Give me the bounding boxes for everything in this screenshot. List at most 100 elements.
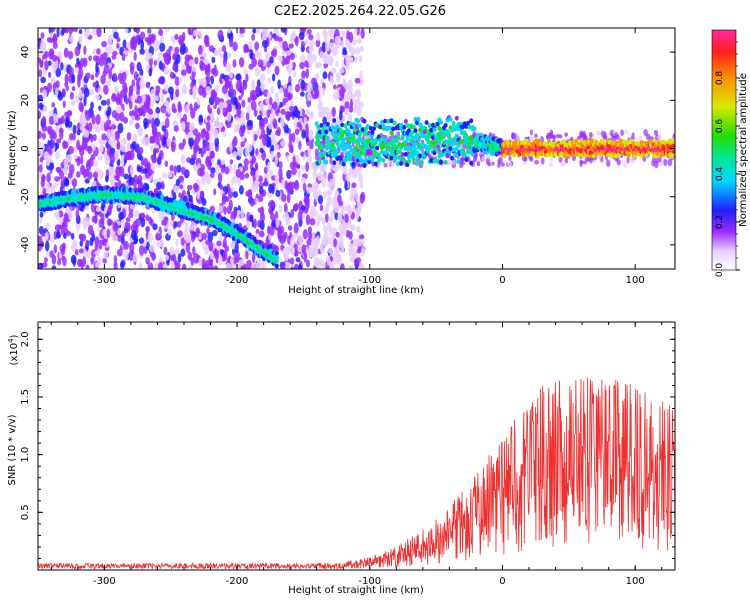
spectrogram-noise-cell xyxy=(43,105,48,112)
spectrogram-noise-cell xyxy=(208,107,213,115)
spectrogram-noise-cell xyxy=(120,156,125,166)
spectrogram-noise-cell xyxy=(300,177,307,184)
spectrogram-noise-cell xyxy=(193,144,199,151)
spectrogram-noise-cell xyxy=(301,70,306,80)
spectrogram-noise-cell xyxy=(78,89,83,99)
spectrogram-noise-cell xyxy=(344,101,350,109)
spectrogram-noise-cell xyxy=(76,129,81,136)
spectrogram-noise-cell xyxy=(270,85,274,95)
spectrogram-noise-cell xyxy=(350,156,356,162)
spectrogram-noise-cell xyxy=(244,44,249,52)
spectrogram-noise-cell xyxy=(38,164,43,173)
spectrogram-noise-cell xyxy=(205,156,210,163)
spectrogram-noise-cell xyxy=(251,261,258,269)
spectrogram-noise-cell xyxy=(351,168,358,179)
carrier-line-cell xyxy=(319,143,324,148)
spectrogram-noise-cell xyxy=(145,214,150,222)
spectrogram-noise-cell xyxy=(229,71,233,79)
spectrogram-noise-cell xyxy=(213,64,217,74)
spectrogram-noise-cell xyxy=(152,223,158,231)
spectrogram-noise-cell xyxy=(511,133,515,139)
spectrogram-noise-cell xyxy=(259,212,266,223)
spectrogram-noise-cell xyxy=(41,175,46,182)
spectrogram-noise-cell xyxy=(193,252,199,264)
spectrogram-noise-cell xyxy=(256,114,263,121)
spectrogram-noise-cell xyxy=(283,203,288,214)
spectrogram-noise-cell xyxy=(158,60,163,71)
spectrogram-noise-cell xyxy=(137,166,143,173)
spectrogram-noise-cell xyxy=(317,102,323,110)
spectrogram-noise-cell xyxy=(138,64,143,70)
spectrogram-noise-cell xyxy=(74,95,79,104)
spectrogram-noise-cell xyxy=(196,96,200,106)
spectrogram-noise-cell xyxy=(62,100,66,108)
spectrogram-noise-cell xyxy=(271,73,276,82)
spectrogram-noise-cell xyxy=(304,197,310,206)
spectrogram-noise-cell xyxy=(128,119,134,126)
spectrogram-noise-cell xyxy=(321,41,326,53)
spectrogram-noise-cell xyxy=(348,31,354,43)
spectrogram-noise-cell xyxy=(529,156,534,162)
spectrogram-noise-cell xyxy=(616,158,621,166)
spectrogram-noise-cell xyxy=(54,87,59,98)
spectrogram-noise-cell xyxy=(181,88,187,95)
spectrogram-noise-cell xyxy=(63,178,70,187)
spectrogram-noise-cell xyxy=(292,71,297,78)
spectrogram-noise-cell xyxy=(344,82,351,91)
spectrogram-noise-cell xyxy=(76,57,80,65)
spectrogram-noise-cell xyxy=(216,107,221,116)
spectrogram-noise-cell xyxy=(226,111,232,122)
spectrogram-noise-cell xyxy=(99,169,104,180)
spectrogram-noise-cell xyxy=(132,220,138,231)
spectrogram-noise-cell xyxy=(163,246,168,255)
carrier-line-cell xyxy=(462,130,467,136)
spectrogram-noise-cell xyxy=(307,226,312,234)
spectrogram-noise-cell xyxy=(169,164,174,172)
spectrogram-noise-cell xyxy=(178,34,185,46)
spectrogram-noise-cell xyxy=(356,38,363,44)
spectrogram-noise-cell xyxy=(213,188,217,196)
spectrogram-noise-cell xyxy=(653,129,659,136)
spectrogram-noise-cell xyxy=(579,159,583,168)
spectrogram-noise-cell xyxy=(190,107,196,119)
spectrogram-noise-cell xyxy=(116,42,120,49)
spectrogram-noise-cell xyxy=(60,179,65,187)
spectrogram-noise-cell xyxy=(38,264,41,269)
spectrogram-noise-cell xyxy=(298,263,303,269)
spectrogram-noise-cell xyxy=(329,157,333,165)
spectrogram-noise-cell xyxy=(338,223,344,232)
spectrogram-noise-cell xyxy=(622,162,628,168)
spectrogram-noise-cell xyxy=(54,125,60,134)
carrier-line-cell xyxy=(403,139,408,145)
spectrogram-noise-cell xyxy=(119,111,125,122)
spectrogram-noise-cell xyxy=(176,53,181,64)
spectrogram-noise-cell xyxy=(133,71,138,81)
spectrogram-noise-cell xyxy=(235,80,242,92)
spectrogram-noise-cell xyxy=(335,231,340,238)
spectrogram-noise-cell xyxy=(91,114,96,125)
spectrogram-noise-cell xyxy=(149,218,154,227)
spectrogram-noise-cell xyxy=(164,84,170,92)
carrier-line-cell xyxy=(356,141,361,147)
spectrogram-noise-cell xyxy=(137,174,143,183)
spectrogram-noise-cell xyxy=(240,87,245,97)
spectrogram-noise-cell xyxy=(91,124,98,130)
spectrogram-noise-cell xyxy=(114,131,120,141)
spectrogram-noise-cell xyxy=(264,177,268,187)
carrier-line-cell xyxy=(335,149,340,155)
spectrogram-noise-cell xyxy=(283,83,288,89)
spectrogram-noise-cell xyxy=(328,32,334,38)
spectrogram-noise-cell xyxy=(145,256,150,265)
spectrogram-noise-cell xyxy=(672,133,675,140)
spectrogram-noise-cell xyxy=(138,245,145,256)
spectrogram-noise-cell xyxy=(359,261,363,269)
spectrogram-noise-cell xyxy=(288,105,295,112)
spectrogram-noise-cell xyxy=(313,257,320,268)
spectrogram-noise-cell xyxy=(155,106,161,115)
spectrogram-noise-cell xyxy=(491,161,495,166)
spectrogram-noise-cell xyxy=(295,136,300,144)
spectrogram-noise-cell xyxy=(38,235,43,245)
spectrogram-noise-cell xyxy=(102,52,108,60)
spectrogram-noise-cell xyxy=(94,236,100,247)
carrier-line-cell xyxy=(454,133,459,139)
